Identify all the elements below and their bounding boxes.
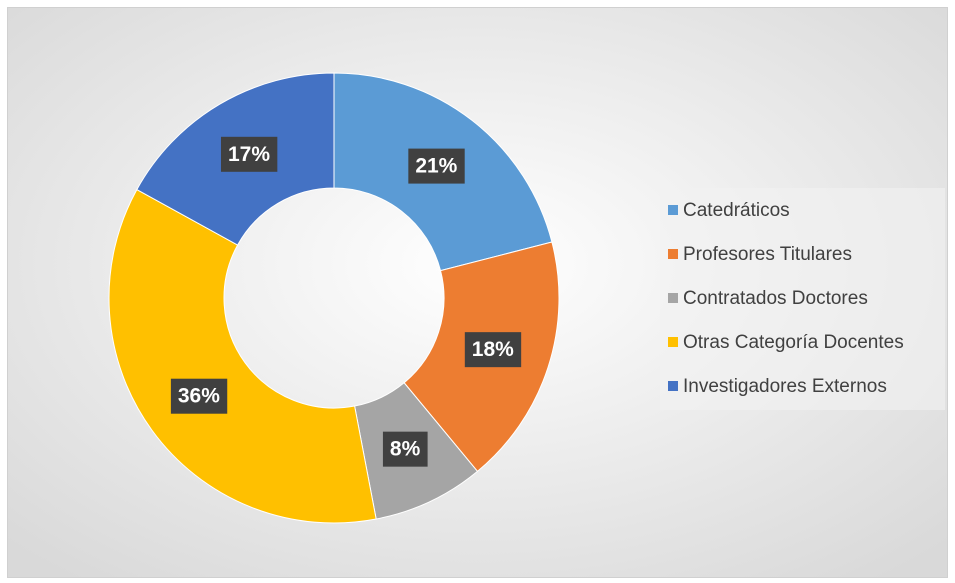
- legend-label: Catedráticos: [683, 200, 790, 221]
- data-label: 17%: [228, 143, 270, 166]
- legend-label: Contratados Doctores: [683, 288, 868, 309]
- legend-label: Profesores Titulares: [683, 244, 852, 265]
- legend-box: [660, 188, 945, 410]
- data-label-box: [220, 136, 278, 172]
- data-label: 21%: [415, 155, 457, 178]
- data-label-box: [464, 332, 522, 368]
- donut-slice: [108, 188, 377, 524]
- legend-swatch: [668, 337, 678, 347]
- data-label-box: [408, 148, 465, 184]
- data-label-box: [170, 378, 228, 414]
- data-label: 18%: [472, 338, 514, 361]
- legend-swatch: [668, 293, 678, 303]
- legend-label: Investigadores Externos: [683, 376, 887, 397]
- data-label: 8%: [390, 438, 421, 461]
- legend-swatch: [668, 205, 678, 215]
- legend-label: Otras Categoría Docentes: [683, 332, 904, 353]
- data-label-box: [382, 431, 428, 467]
- legend-swatch: [668, 381, 678, 391]
- legend-swatch: [668, 249, 678, 259]
- data-label: 36%: [178, 385, 220, 408]
